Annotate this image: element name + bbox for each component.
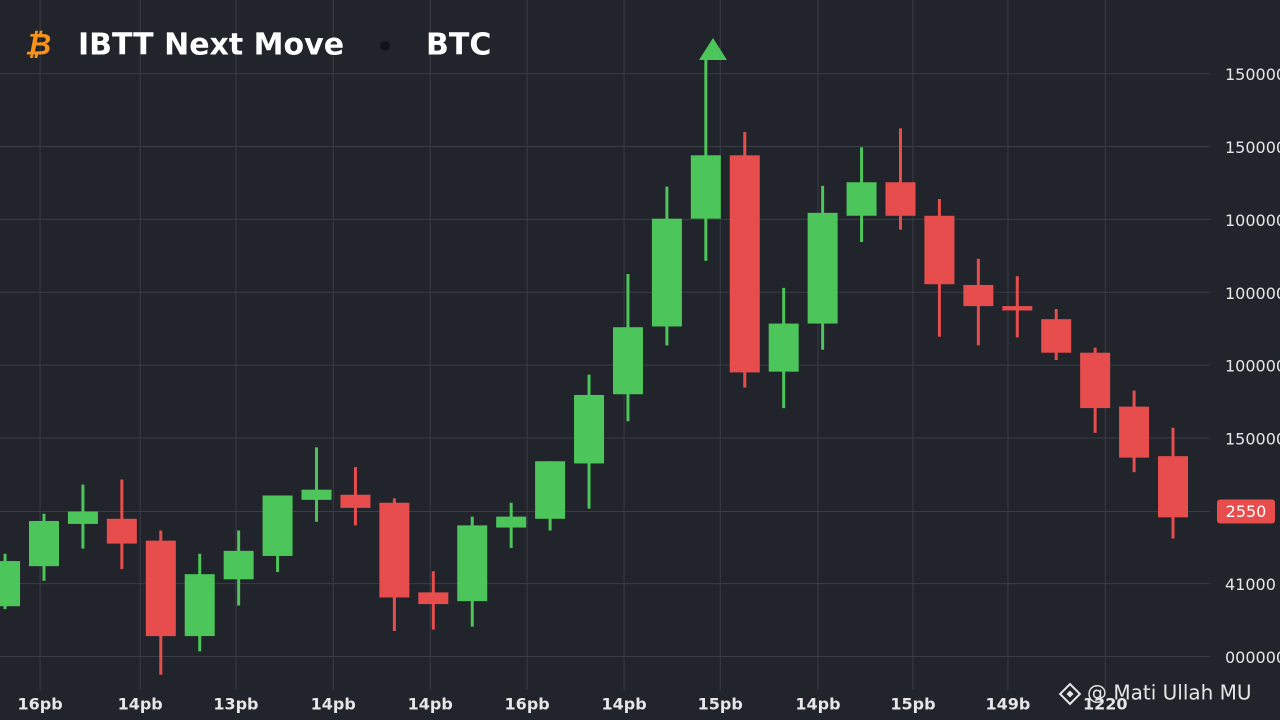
chart-subtitle: BTC [426, 28, 491, 63]
candle-body [496, 516, 527, 528]
y-tick-label: 100000 [1225, 284, 1280, 303]
candle-body [67, 511, 98, 524]
candle-body [145, 540, 176, 637]
y-tick-label: 150000 [1225, 429, 1280, 448]
candle-body [106, 518, 137, 544]
y-tick-label: 000000 [1225, 648, 1280, 667]
candle-body [457, 525, 488, 602]
candle-body [418, 592, 449, 605]
y-tick-label: 150000 [1225, 138, 1280, 157]
candle-body [340, 494, 371, 508]
chart-title: IBTT Next Move [78, 28, 344, 63]
candle-body [379, 502, 410, 598]
candle-body [768, 323, 799, 372]
candle-body [729, 155, 760, 373]
x-tick-label: 16pb [505, 695, 550, 714]
x-tick-label: 149b [986, 695, 1031, 714]
price-marker-label: 2550 [1226, 502, 1267, 521]
candle-body [1158, 456, 1189, 518]
x-tick-label: 16pb [18, 695, 63, 714]
arrow-head [699, 38, 727, 60]
x-tick-label: 14pb [118, 695, 163, 714]
candle-body [846, 182, 877, 216]
x-tick-label: 14pb [311, 695, 356, 714]
candle-body [690, 155, 721, 219]
candle-body [0, 561, 21, 607]
bitcoin-icon: ₿ [25, 28, 51, 63]
x-tick-label: 14pb [795, 695, 840, 714]
candle-body [535, 461, 566, 519]
candle-body [807, 212, 838, 324]
y-tick-label: 150000 [1225, 65, 1280, 84]
candle-body [963, 284, 994, 307]
candle-body [184, 574, 215, 637]
candle-body [301, 489, 332, 500]
y-tick-label: 41000 [1225, 575, 1276, 594]
candle-body [223, 550, 254, 580]
candle-body [1080, 352, 1111, 409]
x-tick-label: 13pb [213, 695, 258, 714]
candle-body [885, 182, 916, 216]
candle-body [28, 520, 59, 567]
x-tick-label: 15pb [698, 695, 743, 714]
watermark: @ Mati Ullah MU [1087, 681, 1252, 705]
candle-body [651, 218, 682, 327]
candle-body [1119, 406, 1150, 458]
candle-body [262, 495, 293, 556]
candle-body [1002, 306, 1033, 311]
candle-body [924, 215, 955, 285]
candle-body [612, 327, 643, 395]
candle-body [574, 394, 605, 464]
x-tick-label: 15pb [890, 695, 935, 714]
y-tick-label: 100000 [1225, 357, 1280, 376]
price-marker-badge [1217, 499, 1275, 524]
candle-body [1041, 319, 1072, 353]
candles [0, 55, 1189, 675]
y-tick-label: 100000 [1225, 211, 1280, 230]
separator-dot [380, 41, 390, 51]
x-tick-label: 14pb [601, 695, 646, 714]
x-tick-label: 1220 [1083, 695, 1128, 714]
svg-text:₿: ₿ [25, 28, 51, 63]
x-tick-label: 14pb [408, 695, 453, 714]
